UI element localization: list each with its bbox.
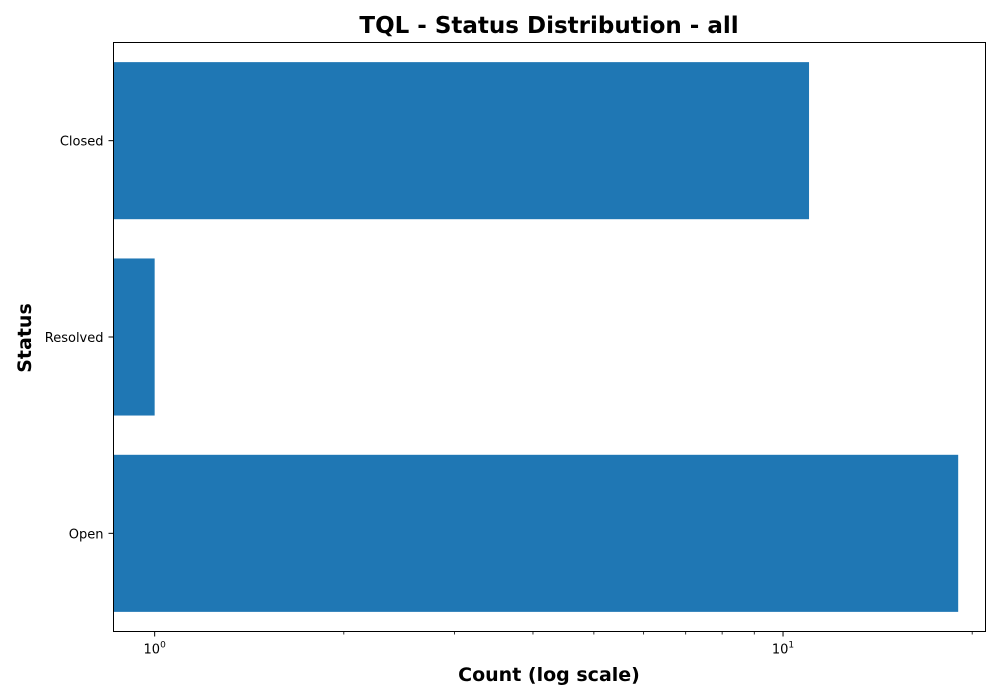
chart-title: TQL - Status Distribution - all: [359, 13, 738, 39]
x-axis-ticks: 100 101: [144, 631, 973, 658]
bars-group: [113, 62, 959, 612]
x-tick-label: 100: [144, 641, 167, 658]
bar-open: [113, 454, 959, 612]
x-axis-label: Count (log scale): [458, 664, 640, 686]
plot-frame: [113, 42, 986, 632]
y-tick-label-closed: Closed: [60, 135, 104, 150]
x-tick-label-base: 10: [144, 643, 161, 658]
y-axis-ticks: Closed Resolved Open: [45, 135, 114, 542]
bar-resolved: [113, 258, 155, 416]
bar-closed: [113, 62, 810, 220]
y-tick-label-resolved: Resolved: [45, 331, 104, 346]
x-tick-label-exponent: 1: [788, 641, 794, 651]
x-tick-label: 101: [772, 641, 794, 658]
x-tick-label-base: 10: [772, 643, 789, 658]
y-axis-label: Status: [14, 303, 36, 373]
y-tick-label-open: Open: [69, 527, 104, 542]
x-tick-label-exponent: 0: [160, 641, 166, 651]
